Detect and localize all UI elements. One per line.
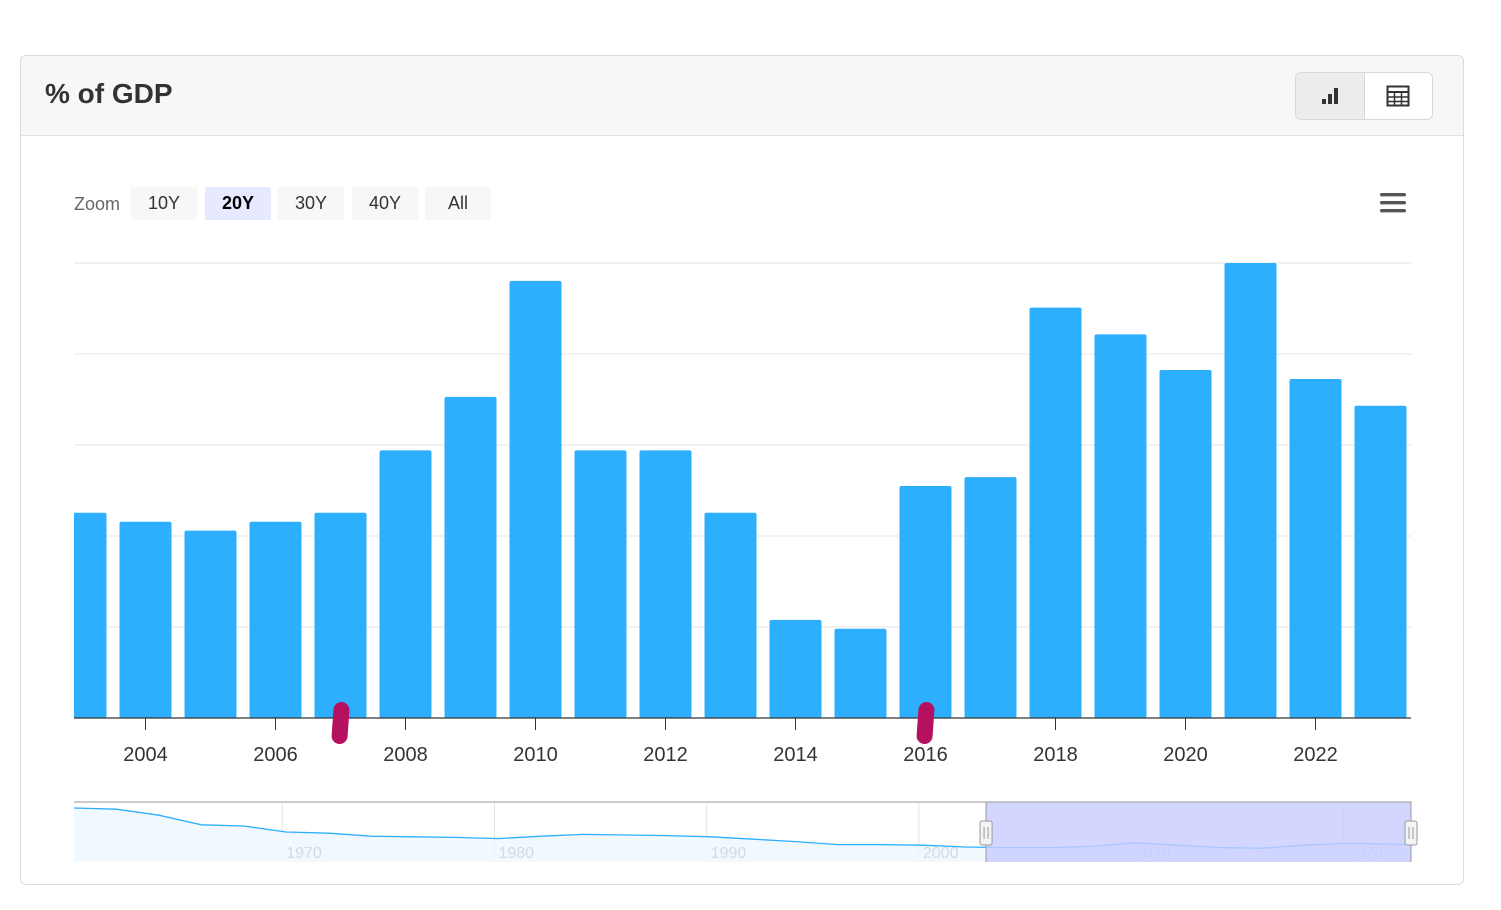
x-tick-label: 2018 bbox=[1033, 744, 1078, 766]
event-marker-2007 bbox=[331, 702, 350, 744]
handle-body bbox=[1404, 820, 1418, 846]
bar-2012 bbox=[639, 450, 692, 718]
view-toggle bbox=[1295, 72, 1433, 120]
bars-group bbox=[74, 263, 1407, 718]
x-tick-label: 2020 bbox=[1163, 744, 1208, 766]
bar-2016 bbox=[899, 486, 952, 718]
event-marker-2016 bbox=[916, 702, 935, 744]
bar-2015 bbox=[834, 628, 887, 718]
navigator-selection bbox=[986, 802, 1411, 862]
card-title: % of GDP bbox=[45, 78, 173, 109]
table-view-button[interactable] bbox=[1365, 73, 1433, 119]
zoom-10y-button[interactable]: 10Y bbox=[131, 187, 197, 220]
bar-2007 bbox=[314, 512, 367, 718]
bar-2005 bbox=[184, 530, 237, 718]
x-tick-label: 2016 bbox=[903, 744, 948, 766]
bar-2023 bbox=[1354, 405, 1407, 718]
zoom-label: Zoom bbox=[74, 194, 121, 214]
zoom-30y-button[interactable]: 30Y bbox=[278, 187, 344, 220]
navigator-left-handle[interactable] bbox=[979, 820, 993, 846]
bar-2008 bbox=[379, 450, 432, 718]
navigator-right-handle[interactable] bbox=[1404, 820, 1418, 846]
x-tick-label: 2022 bbox=[1293, 744, 1338, 766]
hamburger-menu-icon[interactable] bbox=[1379, 191, 1407, 215]
bar-2020 bbox=[1159, 370, 1212, 718]
x-tick-label: 2004 bbox=[123, 744, 168, 766]
zoom-20y-button[interactable]: 20Y bbox=[205, 187, 271, 220]
chart-view-button[interactable] bbox=[1296, 73, 1365, 119]
bar-2017 bbox=[964, 477, 1017, 718]
bar-2014 bbox=[769, 619, 822, 718]
bar-2006 bbox=[249, 521, 302, 718]
bar-2022 bbox=[1289, 378, 1342, 718]
handle-body bbox=[979, 820, 993, 846]
bar-2019 bbox=[1094, 334, 1147, 718]
bar-2011 bbox=[574, 450, 627, 718]
bar-2009 bbox=[444, 396, 497, 718]
zoom-all-button[interactable]: All bbox=[425, 187, 491, 220]
bar-2010 bbox=[509, 280, 562, 718]
x-tick-label: 2014 bbox=[773, 744, 818, 766]
bar-2004 bbox=[119, 521, 172, 718]
x-tick-label: 2012 bbox=[643, 744, 688, 766]
table-icon bbox=[1386, 85, 1410, 107]
bar-2018 bbox=[1029, 307, 1082, 718]
x-tick-label: 2010 bbox=[513, 744, 558, 766]
x-tick-label: 2008 bbox=[383, 744, 428, 766]
bar-2003 bbox=[74, 512, 107, 718]
bar-chart-icon bbox=[1321, 88, 1338, 104]
zoom-40y-button[interactable]: 40Y bbox=[352, 187, 418, 220]
bar-2021 bbox=[1224, 263, 1277, 718]
bar-2013 bbox=[704, 512, 757, 718]
card-header: % of GDP bbox=[21, 56, 1463, 136]
x-tick-label: 2006 bbox=[253, 744, 298, 766]
